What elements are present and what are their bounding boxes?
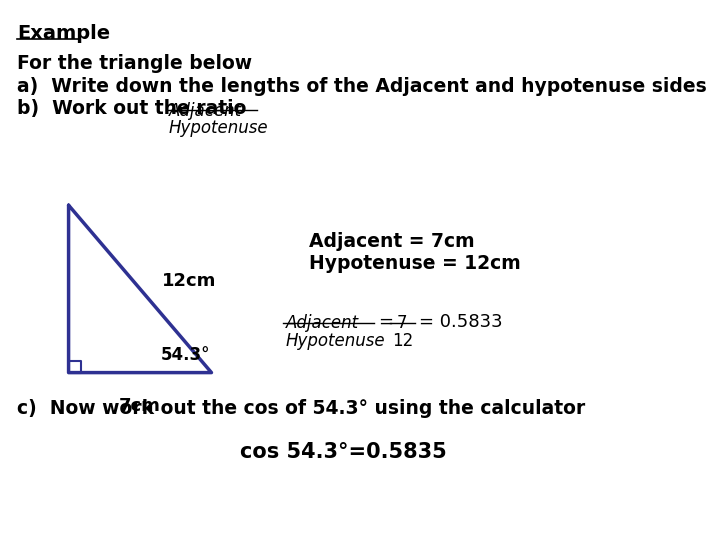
Text: Example: Example: [17, 24, 110, 43]
Text: =: =: [378, 313, 393, 330]
Text: = 0.5833: = 0.5833: [420, 313, 503, 330]
Text: 7cm: 7cm: [119, 397, 161, 415]
Text: Adjacent = 7cm: Adjacent = 7cm: [309, 232, 474, 251]
Text: a)  Write down the lengths of the Adjacent and hypotenuse sides: a) Write down the lengths of the Adjacen…: [17, 77, 707, 96]
Text: Hypotenuse = 12cm: Hypotenuse = 12cm: [309, 254, 521, 273]
Text: 12cm: 12cm: [162, 272, 216, 290]
Text: Adjacent: Adjacent: [168, 102, 242, 119]
Text: For the triangle below: For the triangle below: [17, 54, 252, 73]
Text: c)  Now work out the cos of 54.3° using the calculator: c) Now work out the cos of 54.3° using t…: [17, 399, 585, 417]
Text: Hypotenuse: Hypotenuse: [168, 119, 269, 137]
Text: 7: 7: [397, 314, 408, 332]
Text: cos 54.3°=0.5835: cos 54.3°=0.5835: [240, 442, 447, 462]
Text: Hypotenuse: Hypotenuse: [286, 332, 385, 349]
Text: 54.3°: 54.3°: [161, 347, 211, 364]
Text: 12: 12: [392, 332, 413, 349]
Text: b)  Work out the ratio: b) Work out the ratio: [17, 99, 246, 118]
Text: Adjacent: Adjacent: [286, 314, 359, 332]
